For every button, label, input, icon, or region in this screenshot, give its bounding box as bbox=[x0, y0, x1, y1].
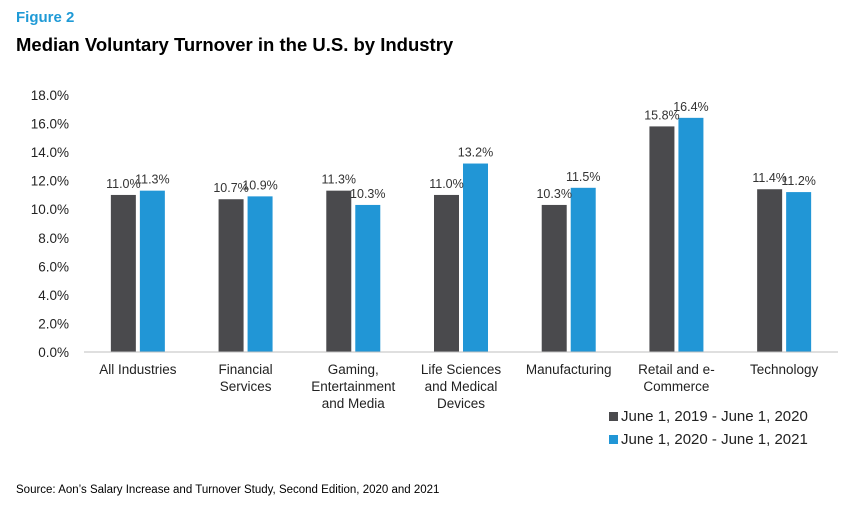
bar bbox=[326, 190, 352, 352]
x-axis: All Industries Financial Services Gaming, En… bbox=[84, 351, 838, 411]
bar bbox=[139, 190, 165, 352]
y-tick-label: 10.0% bbox=[31, 202, 69, 217]
x-tick-label: Technology bbox=[750, 362, 819, 377]
bar bbox=[110, 194, 136, 352]
data-label: 11.3% bbox=[135, 173, 170, 187]
bar bbox=[247, 196, 273, 352]
bar bbox=[678, 117, 704, 352]
y-axis: 0.0% 2.0% 4.0% 6.0% 8.0% 10.0% 12.0% 14.0% 16.0%… bbox=[31, 88, 69, 360]
x-tick-label-line: Manufacturing bbox=[526, 362, 612, 377]
data-label: 11.0% bbox=[429, 177, 464, 191]
x-tick-label-line: Gaming, bbox=[328, 362, 379, 377]
x-tick-label: Manufacturing bbox=[526, 362, 612, 377]
data-label: 11.0% bbox=[106, 177, 141, 191]
x-tick-label: All Industries bbox=[99, 362, 177, 377]
figure-label: Figure 2 bbox=[16, 9, 75, 26]
bar bbox=[649, 126, 675, 353]
x-tick-label-line: Retail and e- bbox=[638, 362, 715, 377]
value-labels: 11.0%11.3%10.7%10.9% 11.3%10.3%11.0%13.2%… bbox=[106, 100, 816, 201]
data-label: 11.4% bbox=[752, 171, 787, 185]
bar bbox=[786, 192, 812, 352]
y-tick-label: 8.0% bbox=[38, 231, 69, 246]
legend-swatch bbox=[609, 412, 618, 421]
y-tick-label: 0.0% bbox=[38, 345, 69, 360]
data-label: 10.9% bbox=[242, 178, 277, 192]
x-tick-label: Financial Services bbox=[219, 362, 273, 394]
x-tick-label-line: and Media bbox=[322, 396, 386, 411]
legend: June 1, 2019 - June 1, 2020 June 1, 2020 … bbox=[609, 408, 808, 448]
x-tick-label: Life Sciences and Medical Devices bbox=[421, 362, 502, 411]
y-tick-label: 18.0% bbox=[31, 88, 69, 103]
x-tick-label-line: Commerce bbox=[643, 379, 709, 394]
x-tick-label-line: Services bbox=[220, 379, 272, 394]
legend-label: June 1, 2019 - June 1, 2020 bbox=[621, 408, 808, 425]
bar-chart: 0.0% 2.0% 4.0% 6.0% 8.0% 10.0% 12.0% 14.0% 16.0%… bbox=[31, 88, 838, 448]
data-label: 10.3% bbox=[536, 187, 571, 201]
x-tick-label-line: Devices bbox=[437, 396, 485, 411]
legend-swatch bbox=[609, 435, 618, 444]
bar bbox=[355, 204, 381, 352]
bar bbox=[218, 199, 244, 352]
x-tick-label-line: All Industries bbox=[99, 362, 177, 377]
y-tick-label: 16.0% bbox=[31, 117, 69, 132]
bars bbox=[110, 117, 812, 353]
bar bbox=[463, 163, 488, 352]
data-label: 16.4% bbox=[673, 100, 708, 114]
x-tick-label-line: Entertainment bbox=[311, 379, 395, 394]
legend-label: June 1, 2020 - June 1, 2021 bbox=[621, 431, 808, 448]
x-tick-label-line: Life Sciences bbox=[421, 362, 502, 377]
y-tick-label: 14.0% bbox=[31, 145, 69, 160]
bar bbox=[570, 187, 596, 352]
bar bbox=[541, 204, 567, 352]
y-tick-label: 6.0% bbox=[38, 259, 69, 274]
y-tick-label: 12.0% bbox=[31, 174, 69, 189]
y-tick-label: 4.0% bbox=[38, 288, 69, 303]
data-label: 15.8% bbox=[644, 108, 679, 122]
chart-title: Median Voluntary Turnover in the U.S. by… bbox=[16, 34, 454, 55]
x-tick-label: Retail and e- Commerce bbox=[638, 362, 715, 394]
bar bbox=[434, 194, 459, 352]
x-tick-label-line: and Medical bbox=[425, 379, 498, 394]
y-tick-label: 2.0% bbox=[38, 316, 69, 331]
data-label: 13.2% bbox=[458, 146, 493, 160]
x-tick-label-line: Financial bbox=[219, 362, 273, 377]
data-label: 11.2% bbox=[781, 174, 816, 188]
data-label: 11.5% bbox=[566, 170, 601, 184]
x-tick-label-line: Technology bbox=[750, 362, 819, 377]
bar bbox=[757, 189, 783, 352]
data-label: 10.7% bbox=[213, 181, 248, 195]
data-label: 10.3% bbox=[350, 187, 385, 201]
data-label: 11.3% bbox=[322, 173, 357, 187]
x-tick-label: Gaming, Entertainment and Media bbox=[311, 362, 395, 411]
source-note: Source: Aon’s Salary Increase and Turnov… bbox=[16, 484, 440, 496]
